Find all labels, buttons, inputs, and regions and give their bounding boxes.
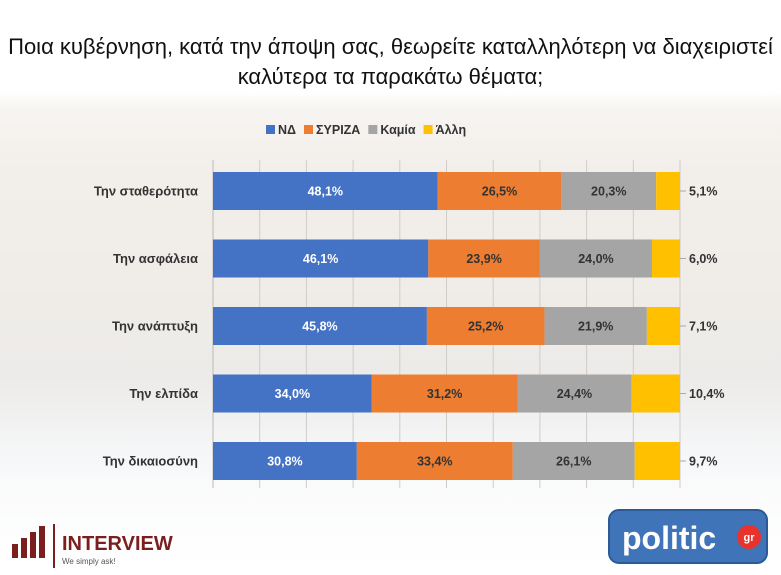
category-label: Την ελπίδα [129, 386, 198, 401]
bar-segment [213, 172, 438, 210]
bar-segment [517, 374, 632, 413]
bar-segment [656, 172, 680, 210]
data-label: 26,1% [556, 455, 591, 469]
logo-bar [39, 526, 45, 558]
bar-segment [213, 374, 372, 413]
data-label: 24,0% [578, 252, 613, 266]
bar-segment [631, 374, 680, 413]
data-label: 31,2% [427, 387, 462, 401]
legend-swatch [266, 125, 275, 134]
bar-segment [356, 442, 513, 480]
legend-label: Καμία [380, 123, 416, 137]
data-label: 5,1% [689, 185, 718, 199]
data-label: 24,4% [557, 387, 592, 401]
data-label: 30,8% [267, 455, 302, 469]
legend-swatch [423, 125, 433, 134]
bar-segment [646, 307, 680, 345]
legend-label: ΣΥΡΙΖΑ [316, 123, 360, 137]
bar-segment [539, 239, 652, 278]
politic-name: politic [622, 520, 716, 556]
bar-segment [544, 307, 647, 345]
bar-segment [437, 172, 562, 210]
data-label: 6,0% [689, 252, 718, 266]
legend: ΝΔ ΣΥΡΙΖΑ Καμία Άλλη [266, 123, 466, 137]
category-label: Την ανάπτυξη [112, 319, 198, 334]
category-labels: Την σταθερότητα Την ασφάλεια Την ανάπτυξη Τ… [94, 184, 198, 469]
interview-name: INTERVIEW [62, 533, 173, 555]
bar-segment [371, 374, 518, 413]
legend-label: Άλλη [436, 123, 467, 137]
data-label: 7,1% [689, 320, 718, 334]
category-label: Την ασφάλεια [113, 251, 198, 266]
data-label: 20,3% [591, 185, 626, 199]
bar-segment [213, 239, 429, 278]
bar-segment [213, 442, 357, 480]
data-label: 9,7% [689, 455, 718, 469]
bar-segment [213, 307, 427, 345]
data-label: 23,9% [466, 252, 501, 266]
legend-swatch [304, 125, 314, 134]
data-label: 25,2% [468, 320, 503, 334]
data-label: 21,9% [578, 320, 613, 334]
category-label: Την σταθερότητα [94, 184, 198, 199]
politic-suffix: gr [744, 532, 756, 544]
logo-bar [21, 538, 27, 558]
bar-segment [561, 172, 657, 210]
bar-segment [634, 442, 680, 480]
interview-tagline: We simply ask! [62, 557, 116, 566]
bar-segment [512, 442, 635, 480]
logo-bar [30, 532, 36, 558]
legend-swatch [368, 125, 378, 134]
data-label: 34,0% [275, 387, 310, 401]
data-label: 45,8% [302, 320, 337, 334]
bar-segment [428, 239, 540, 278]
politic-logo: politic gr [608, 509, 768, 564]
category-label: Την δικαιοσύνη [103, 454, 198, 469]
legend-label: ΝΔ [278, 123, 296, 137]
data-label: 48,1% [308, 185, 343, 199]
data-label: 33,4% [417, 455, 452, 469]
bar-segment [651, 239, 680, 278]
bars: 48,1% 26,5% 20,3% 5,1% 46,1% 23,9% 24,0% 6,0% 45… [213, 172, 724, 480]
logo-bar [12, 544, 18, 558]
data-label: 46,1% [303, 252, 338, 266]
bar-segment [426, 307, 545, 345]
data-label: 26,5% [482, 185, 517, 199]
politic-badge [737, 525, 761, 549]
chart-title: Ποια κυβέρνηση, κατά την άποψη σας, θεωρ… [8, 34, 773, 89]
interview-logo: INTERVIEW We simply ask! [12, 524, 173, 568]
data-label: 10,4% [689, 387, 724, 401]
